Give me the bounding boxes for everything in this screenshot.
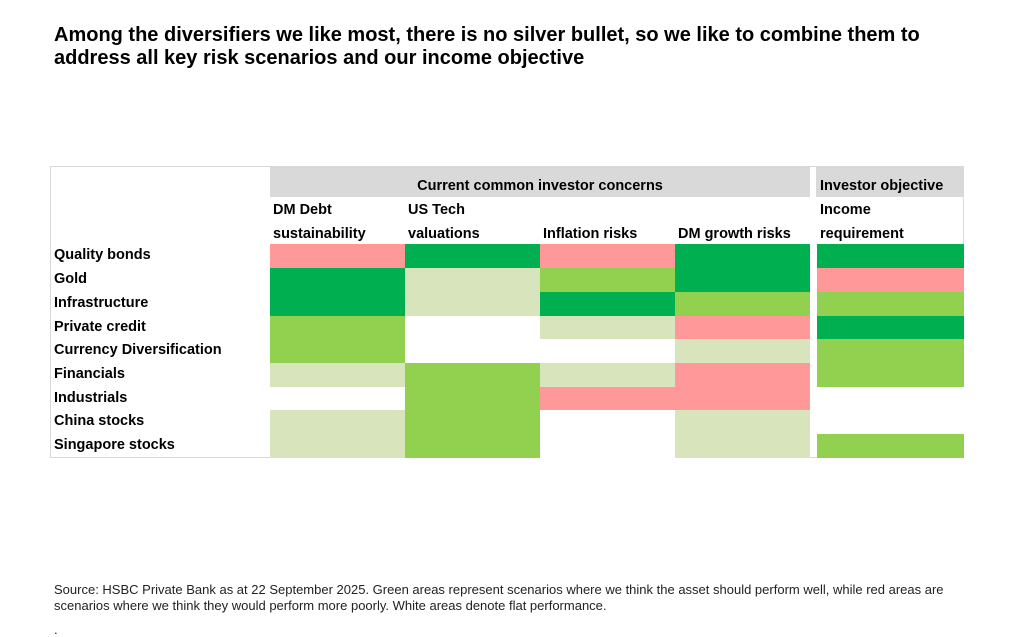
heatmap-cell xyxy=(270,244,405,269)
heatmap-cell xyxy=(270,339,405,364)
row-label: Gold xyxy=(54,271,88,287)
heatmap-cell xyxy=(405,244,540,269)
heatmap-cell xyxy=(675,316,810,341)
heatmap-cell xyxy=(817,292,964,317)
column-label-5-line1: Income xyxy=(820,202,871,218)
column-label-4-line2: DM growth risks xyxy=(678,226,791,242)
heatmap-cell xyxy=(540,410,675,435)
heatmap-cell xyxy=(540,244,675,269)
heatmap-cell xyxy=(405,316,540,341)
objective-header-label: Investor objective xyxy=(820,178,944,194)
column-label-1-line1: DM Debt xyxy=(273,202,332,218)
row-label: Quality bonds xyxy=(54,247,151,263)
heatmap-cell xyxy=(817,387,964,412)
column-label-1-line2: sustainability xyxy=(273,226,366,242)
heatmap-cell xyxy=(540,292,675,317)
heatmap-cell xyxy=(405,339,540,364)
heatmap-cell xyxy=(540,387,675,412)
row-label: Industrials xyxy=(54,390,128,406)
heatmap-cell xyxy=(675,244,810,269)
row-label: China stocks xyxy=(54,413,145,429)
source-note: Source: HSBC Private Bank as at 22 Septe… xyxy=(54,582,944,613)
heatmap-cell xyxy=(817,434,964,459)
heatmap-cell xyxy=(675,387,810,412)
heatmap-cell xyxy=(540,363,675,388)
concerns-header-label: Current common investor concerns xyxy=(417,178,663,194)
heatmap-cell xyxy=(675,268,810,293)
heatmap-cell xyxy=(405,268,540,293)
concerns-header-band xyxy=(270,167,810,197)
heatmap-cell xyxy=(270,316,405,341)
heatmap-cell xyxy=(540,339,675,364)
heatmap-cell xyxy=(270,363,405,388)
column-label-2-line2: valuations xyxy=(408,226,480,242)
trailing-mark: . xyxy=(54,622,58,637)
row-label: Currency Diversification xyxy=(54,342,222,358)
row-label: Infrastructure xyxy=(54,295,149,311)
heatmap-cell xyxy=(675,339,810,364)
heatmap-cell xyxy=(540,268,675,293)
heatmap-cell xyxy=(270,387,405,412)
heatmap-cell xyxy=(675,410,810,435)
heatmap-cell xyxy=(817,244,964,269)
heatmap-cell xyxy=(270,268,405,293)
row-label: Private credit xyxy=(54,319,146,335)
heatmap-cell xyxy=(675,434,810,459)
heatmap-cell xyxy=(540,434,675,459)
heatmap-cell xyxy=(817,268,964,293)
column-label-2-line1: US Tech xyxy=(408,202,465,218)
heatmap-cell xyxy=(675,363,810,388)
heatmap-cell xyxy=(405,434,540,459)
row-label: Financials xyxy=(54,366,125,382)
heatmap-cell xyxy=(270,292,405,317)
heatmap-cell xyxy=(270,410,405,435)
heatmap-cell xyxy=(540,316,675,341)
column-label-3-line2: Inflation risks xyxy=(543,226,638,242)
row-label: Singapore stocks xyxy=(54,437,175,453)
heatmap-cell xyxy=(675,292,810,317)
heatmap-cell xyxy=(405,363,540,388)
heatmap-cell xyxy=(405,387,540,412)
heatmap-cell xyxy=(817,316,964,341)
heatmap-cell xyxy=(405,292,540,317)
objective-header-band xyxy=(816,167,964,197)
chart-title: Among the diversifiers we like most, the… xyxy=(54,24,920,69)
column-label-5-line2: requirement xyxy=(820,226,904,242)
heatmap-cell xyxy=(405,410,540,435)
heatmap-cell xyxy=(817,339,964,364)
heatmap-cell xyxy=(270,434,405,459)
heatmap-cell xyxy=(817,363,964,388)
heatmap-cell xyxy=(817,410,964,435)
